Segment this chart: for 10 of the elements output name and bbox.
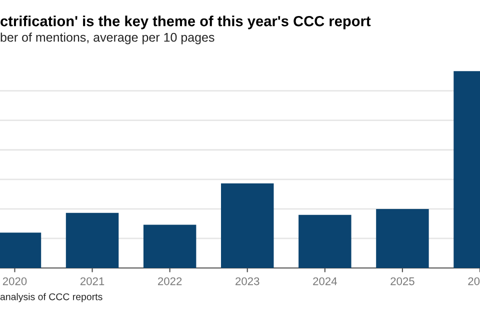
chart-title: ctrification' is the key theme of this year's CCC report bbox=[0, 16, 371, 30]
x-tick-label: 2025 bbox=[390, 277, 414, 286]
x-tick-label: 2023 bbox=[236, 277, 260, 286]
x-tick-label: 2020 bbox=[2, 277, 27, 286]
x-tick-label: 20 bbox=[468, 277, 480, 286]
text: analysis of CCC reports bbox=[0, 293, 102, 302]
x-tick-label: 2021 bbox=[80, 277, 104, 286]
x-tick-label: 2022 bbox=[158, 277, 182, 286]
chart-subtitle: ber of mentions, average per 10 pages bbox=[0, 32, 214, 44]
x-tick-label: 2024 bbox=[313, 277, 337, 286]
